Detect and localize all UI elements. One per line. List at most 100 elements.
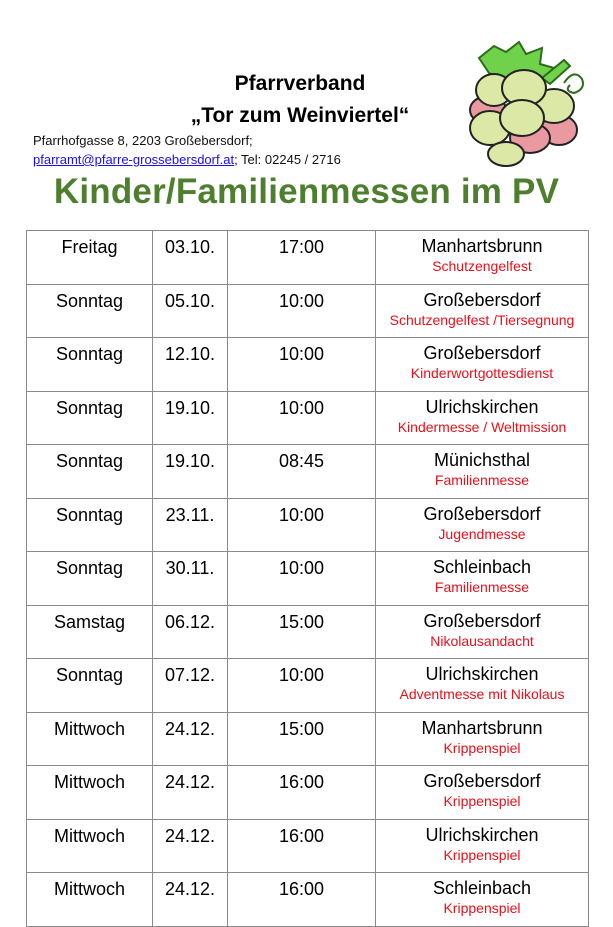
place-cell: Ulrichskirchen Kindermesse / Weltmission: [375, 390, 589, 445]
place-cell: Schleinbach Familienmesse: [375, 551, 589, 606]
place-cell: Großebersdorf Krippenspiel: [375, 765, 589, 820]
place: Schleinbach: [432, 557, 532, 577]
table-row: Freitag 03.10. 17:00 Manhartsbrunn Schutz…: [26, 230, 589, 285]
place: Großebersdorf: [423, 289, 541, 310]
event-type: Jugendmesse: [438, 525, 526, 542]
table-row: Mittwoch 24.12. 16:00 Großebersdorf Kripp…: [26, 765, 589, 820]
date-cell: 24.12.: [152, 711, 228, 766]
time-cell: 16:00: [227, 818, 376, 873]
place: Großebersdorf: [423, 610, 541, 631]
date-cell: 24.12.: [152, 818, 228, 873]
event-type: Familienmesse: [434, 579, 530, 595]
org-name: Pfarrverband: [234, 72, 366, 95]
event-type: Familienmesse: [434, 472, 530, 488]
day-cell: Mittwoch: [26, 765, 153, 820]
table-row: Samstag 06.12. 15:00 Großebersdorf Nikola…: [26, 604, 589, 659]
contact-line: pfarramt@pfarre-grossebersdorf.at; Tel: …: [33, 152, 341, 167]
place: Manhartsbrunn: [421, 236, 543, 256]
table-row: Sonntag 30.11. 10:00 Schleinbach Familien…: [26, 551, 589, 606]
date-cell: 24.12.: [152, 872, 228, 927]
time-cell: 10:00: [227, 337, 376, 392]
place-cell: Großebersdorf Jugendmesse: [375, 497, 589, 552]
day-cell: Sonntag: [26, 283, 153, 338]
email-link[interactable]: pfarramt@pfarre-grossebersdorf.at: [33, 152, 235, 167]
time-cell: 17:00: [227, 230, 376, 285]
time-cell: 10:00: [227, 497, 376, 552]
place-cell: Manhartsbrunn Schutzengelfest: [375, 230, 589, 285]
place-cell: Großebersdorf Schutzengelfest /Tiersegnun…: [375, 283, 589, 338]
time-cell: 16:00: [227, 872, 376, 927]
day-cell: Sonntag: [26, 444, 153, 499]
place-cell: Manhartsbrunn Krippenspiel: [375, 711, 589, 766]
day-cell: Sonntag: [26, 658, 153, 713]
day-cell: Mittwoch: [26, 872, 153, 927]
day-cell: Sonntag: [26, 337, 153, 392]
table-row: Sonntag 23.11. 10:00 Großebersdorf Jugend…: [26, 497, 589, 552]
event-type: Krippenspiel: [443, 739, 521, 756]
address: Pfarrhofgasse 8, 2203 Großebersdorf;: [33, 133, 253, 148]
table-row: Sonntag 19.10. 08:45 Münichsthal Familien…: [26, 444, 589, 499]
date-cell: 19.10.: [152, 390, 228, 445]
phone: ; Tel: 02245 / 2716: [234, 152, 341, 167]
day-cell: Freitag: [26, 230, 153, 285]
date-cell: 05.10.: [152, 283, 228, 338]
day-cell: Samstag: [26, 604, 153, 659]
date-cell: 12.10.: [152, 337, 228, 392]
table-row: Mittwoch 24.12. 16:00 Schleinbach Krippen…: [26, 872, 589, 927]
table-row: Sonntag 12.10. 10:00 Großebersdorf Kinder…: [26, 337, 589, 392]
time-cell: 10:00: [227, 658, 376, 713]
table-row: Sonntag 19.10. 10:00 Ulrichskirchen Kinde…: [26, 390, 589, 445]
date-cell: 24.12.: [152, 765, 228, 820]
place-cell: Münichsthal Familienmesse: [375, 444, 589, 499]
event-type: Krippenspiel: [443, 846, 521, 863]
date-cell: 03.10.: [152, 230, 228, 285]
place-cell: Großebersdorf Kinderwortgottesdienst: [375, 337, 589, 392]
event-type: Krippenspiel: [443, 900, 521, 916]
event-type: Schutzengelfest /Tiersegnung: [389, 311, 575, 328]
place: Ulrichskirchen: [425, 824, 539, 845]
time-cell: 16:00: [227, 765, 376, 820]
time-cell: 08:45: [227, 444, 376, 499]
place: Münichsthal: [433, 450, 531, 470]
time-cell: 10:00: [227, 390, 376, 445]
time-cell: 10:00: [227, 283, 376, 338]
table-row: Sonntag 05.10. 10:00 Großebersdorf Schutz…: [26, 283, 589, 338]
day-cell: Mittwoch: [26, 711, 153, 766]
place: Großebersdorf: [423, 343, 541, 363]
page-title: Kinder/Familienmessen im PV: [53, 172, 560, 211]
place-cell: Ulrichskirchen Krippenspiel: [375, 818, 589, 873]
time-cell: 15:00: [227, 604, 376, 659]
place: Ulrichskirchen: [425, 664, 539, 684]
place: Großebersdorf: [423, 771, 541, 791]
day-cell: Sonntag: [26, 497, 153, 552]
date-cell: 23.11.: [152, 497, 228, 552]
table-row: Sonntag 07.12. 10:00 Ulrichskirchen Adven…: [26, 658, 589, 713]
day-cell: Mittwoch: [26, 818, 153, 873]
date-cell: 07.12.: [152, 658, 228, 713]
event-type: Krippenspiel: [443, 793, 521, 809]
event-type: Adventmesse mit Nikolaus: [399, 686, 565, 702]
time-cell: 10:00: [227, 551, 376, 606]
schedule-table: Freitag 03.10. 17:00 Manhartsbrunn Schutz…: [26, 230, 589, 927]
date-cell: 19.10.: [152, 444, 228, 499]
event-type: Kinderwortgottesdienst: [410, 365, 554, 381]
place-cell: Schleinbach Krippenspiel: [375, 872, 589, 927]
event-type: Nikolausandacht: [430, 632, 534, 649]
event-type: Kindermesse / Weltmission: [397, 418, 567, 435]
place: Schleinbach: [432, 878, 532, 898]
date-cell: 30.11.: [152, 551, 228, 606]
day-cell: Sonntag: [26, 390, 153, 445]
grape-cluster-logo-icon: [469, 40, 584, 167]
place: Manhartsbrunn: [421, 717, 543, 738]
day-cell: Sonntag: [26, 551, 153, 606]
place: Großebersdorf: [423, 503, 541, 524]
table-row: Mittwoch 24.12. 16:00 Ulrichskirchen Krip…: [26, 818, 589, 873]
org-subtitle: „Tor zum Weinviertel“: [190, 104, 410, 127]
time-cell: 15:00: [227, 711, 376, 766]
place: Ulrichskirchen: [425, 396, 539, 417]
date-cell: 06.12.: [152, 604, 228, 659]
place-cell: Ulrichskirchen Adventmesse mit Nikolaus: [375, 658, 589, 713]
event-type: Schutzengelfest: [432, 258, 532, 274]
table-row: Mittwoch 24.12. 15:00 Manhartsbrunn Kripp…: [26, 711, 589, 766]
place-cell: Großebersdorf Nikolausandacht: [375, 604, 589, 659]
